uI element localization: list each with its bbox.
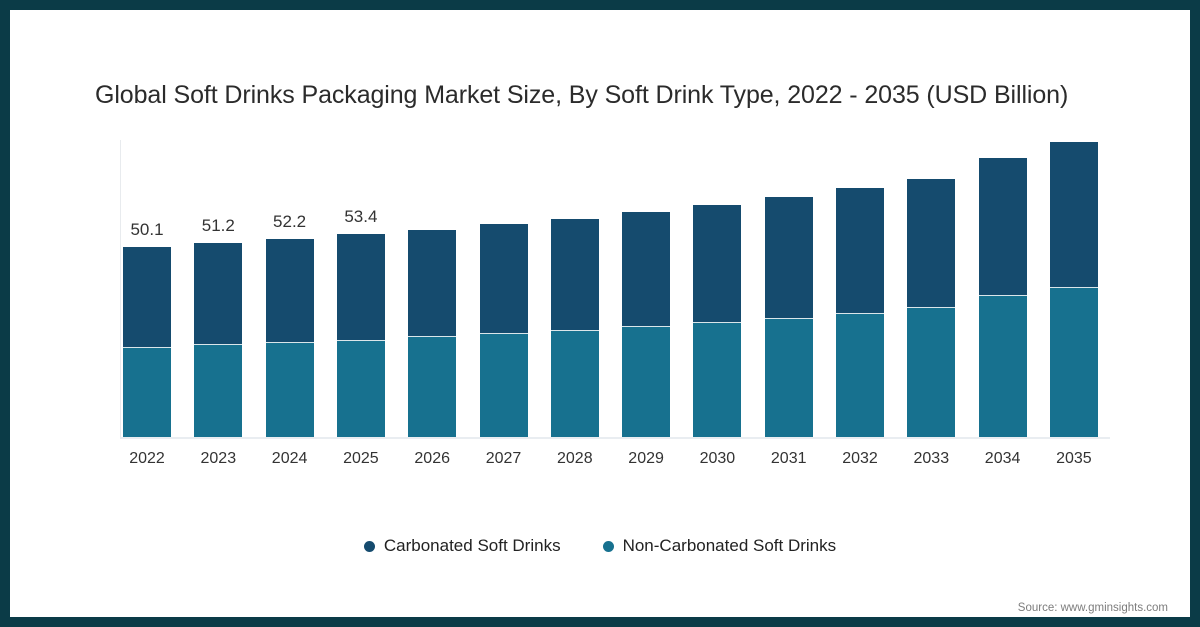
legend-label: Non-Carbonated Soft Drinks <box>622 536 837 555</box>
bar-segment-carbonated[interactable] <box>265 239 314 343</box>
bar-group-2027[interactable] <box>479 224 528 437</box>
bar-segment-carbonated[interactable] <box>764 196 813 318</box>
plot-area: 50.1 51.2 52.2 53.4 2022 2023 2024 2025 2026 202… <box>10 10 1190 617</box>
x-axis-label-2024: 2024 <box>271 450 308 467</box>
bar-segment-non-carbonated[interactable] <box>907 307 956 437</box>
x-axis-label-2030: 2030 <box>699 450 736 467</box>
bar-group-2031[interactable] <box>764 196 813 437</box>
bar-segment-carbonated[interactable] <box>336 234 385 340</box>
x-axis-line <box>120 437 1110 439</box>
bar-segment-non-carbonated[interactable] <box>836 312 884 437</box>
bar-segment-non-carbonated[interactable] <box>194 344 243 437</box>
bar-segment-carbonated[interactable] <box>978 157 1027 296</box>
bar-group-2024[interactable] <box>265 239 314 437</box>
bar-segment-non-carbonated[interactable] <box>693 322 742 437</box>
chart-legend: Carbonated Soft Drinks Non-Carbonated Sof… <box>10 536 1190 556</box>
bar-group-2022[interactable] <box>123 247 171 437</box>
bar-segment-carbonated[interactable] <box>836 188 884 313</box>
chart-canvas: Global Soft Drinks Packaging Market Size… <box>10 10 1190 617</box>
bar-segment-non-carbonated[interactable] <box>336 339 385 437</box>
bar-group-2029[interactable] <box>622 212 671 437</box>
x-axis-label-2035: 2035 <box>1056 450 1092 467</box>
bar-segment-carbonated[interactable] <box>408 229 457 337</box>
legend-dot-icon <box>602 540 614 552</box>
bar-segment-non-carbonated[interactable] <box>408 336 457 437</box>
bar-group-2032[interactable] <box>836 188 884 437</box>
bar-group-2034[interactable] <box>978 157 1027 437</box>
x-axis-label-2022: 2022 <box>129 450 165 467</box>
legend-label: Carbonated Soft Drinks <box>383 536 561 555</box>
bar-segment-non-carbonated[interactable] <box>978 295 1027 437</box>
bar-segment-carbonated[interactable] <box>479 224 528 334</box>
bar-segment-carbonated[interactable] <box>693 204 742 323</box>
bar-group-2028[interactable] <box>550 218 599 437</box>
x-axis-label-2033: 2033 <box>913 450 950 467</box>
x-axis-label-2032: 2032 <box>842 450 878 467</box>
bar-segment-non-carbonated[interactable] <box>479 333 528 437</box>
x-axis-label-2029: 2029 <box>628 450 664 467</box>
x-axis-label-2025: 2025 <box>343 450 379 467</box>
bar-segment-carbonated[interactable] <box>907 178 956 308</box>
bar-segment-non-carbonated[interactable] <box>764 317 813 437</box>
bar-value-label-2022: 50.1 <box>130 220 164 239</box>
legend-item-non-carbonated[interactable]: Non-Carbonated Soft Drinks <box>602 536 837 556</box>
bar-value-label-2024: 52.2 <box>273 212 307 232</box>
bar-segment-carbonated[interactable] <box>194 242 243 345</box>
x-axis-label-2026: 2026 <box>414 450 450 467</box>
bar-segment-non-carbonated[interactable] <box>550 330 599 437</box>
bar-segment-non-carbonated[interactable] <box>265 342 314 437</box>
bar-group-2026[interactable] <box>408 229 457 437</box>
x-axis-label-2023: 2023 <box>200 450 237 467</box>
bar-segment-non-carbonated[interactable] <box>1049 286 1098 437</box>
bar-group-2035[interactable] <box>1049 141 1098 437</box>
y-axis-line <box>120 140 121 438</box>
x-axis-label-2034: 2034 <box>984 450 1021 467</box>
bar-segment-non-carbonated[interactable] <box>123 347 171 437</box>
bar-segment-carbonated[interactable] <box>123 247 171 348</box>
bar-segment-non-carbonated[interactable] <box>622 326 671 437</box>
bar-group-2033[interactable] <box>907 178 956 437</box>
bar-group-2030[interactable] <box>693 204 742 437</box>
legend-dot-icon <box>363 540 375 552</box>
bar-group-2023[interactable] <box>194 242 243 437</box>
source-attribution: Source: www.gminsights.com <box>1017 602 1168 614</box>
x-axis-label-2027: 2027 <box>485 450 522 467</box>
bar-group-2025[interactable] <box>336 234 385 437</box>
x-axis-label-2031: 2031 <box>770 450 807 467</box>
page-title: Global Soft Drinks Packaging Market Size… <box>95 81 1069 109</box>
bar-value-label-2023: 51.2 <box>201 215 235 235</box>
x-axis-label-2028: 2028 <box>557 450 593 467</box>
bar-value-label-2025: 53.4 <box>344 207 378 227</box>
bar-segment-carbonated[interactable] <box>622 212 671 327</box>
bar-segment-carbonated[interactable] <box>1049 141 1098 287</box>
legend-item-carbonated[interactable]: Carbonated Soft Drinks <box>363 536 561 556</box>
bar-segment-carbonated[interactable] <box>550 218 599 331</box>
